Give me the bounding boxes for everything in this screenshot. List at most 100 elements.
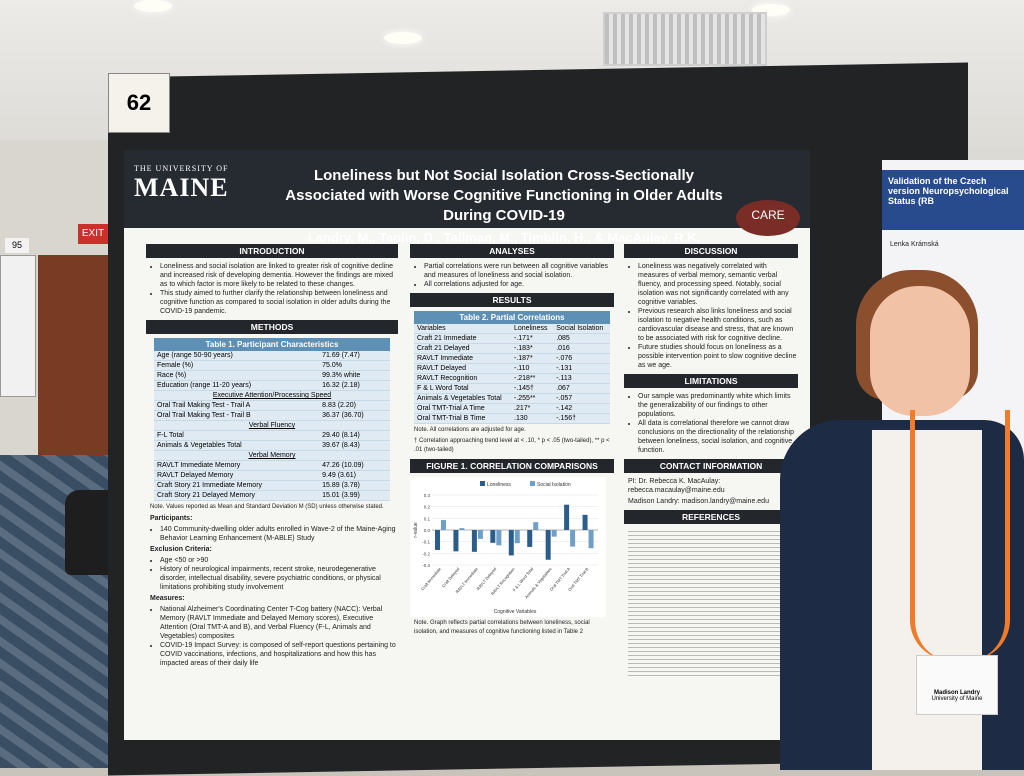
cell: 16.32 (2.18)	[319, 380, 390, 391]
cell: -.113	[553, 373, 610, 384]
y-tick-label: -0.3	[422, 563, 430, 568]
cell: 99.3% white	[319, 370, 390, 381]
table2-significance: † Correlation approaching trend level at…	[414, 438, 610, 453]
ceiling-light	[384, 32, 422, 44]
table-row: Verbal Memory	[154, 450, 390, 461]
presenter: Madison Landry University of Maine	[780, 270, 1024, 770]
table-row: Education (range 11-20 years) 16.32 (2.18…	[154, 380, 390, 391]
list-item: History of neurological impairments, rec…	[160, 565, 398, 592]
bar	[496, 530, 502, 546]
figure-note: Note. Graph reflects partial correlation…	[414, 620, 590, 635]
cell: RAVLT Delayed Memory	[154, 470, 320, 481]
table-row: Oral Trail Making Test - Trail B 36.37 (3…	[154, 410, 390, 421]
list-item: All correlations adjusted for age.	[424, 280, 614, 289]
table-row: Executive Attention/Processing Speed	[154, 390, 390, 401]
bar	[471, 530, 477, 552]
x-axis-label: Cognitive Variables	[494, 609, 537, 615]
table1: Table 1. Participant Characteristics Age…	[154, 338, 390, 501]
list-item: Loneliness was negatively correlated wit…	[638, 262, 798, 307]
table-row: Race (%) 99.3% white	[154, 370, 390, 381]
logo-top-text: THE UNIVERSITY OF	[134, 164, 229, 173]
cell: .067	[553, 383, 610, 394]
bar	[508, 530, 514, 556]
table2-grid: Variables Loneliness Social Isolation Cr…	[414, 324, 610, 424]
table2-note: Note. All correlations are adjusted for …	[414, 427, 526, 433]
measures-heading: Measures:	[150, 595, 185, 602]
list-item: 140 Community-dwelling older adults enro…	[160, 525, 398, 543]
cell: Verbal Fluency	[154, 420, 390, 431]
discussion-list: Loneliness was negatively correlated wit…	[638, 262, 798, 370]
cell: -.110	[511, 363, 554, 374]
table-row: RAVLT Immediate Memory 47.26 (10.09)	[154, 460, 390, 471]
right-column: DISCUSSION Loneliness was negatively cor…	[624, 240, 798, 680]
cell: RAVLT Immediate	[414, 353, 511, 364]
care-logo: CARE	[736, 200, 800, 236]
list-item: National Alzheimer's Coordinating Center…	[160, 605, 398, 641]
cell: -.183*	[511, 343, 554, 354]
cell: Animals & Vegetables Total	[414, 393, 511, 404]
contact-heading: CONTACT INFORMATION	[624, 459, 798, 473]
column-header: Variables	[414, 324, 511, 334]
y-tick-label: 0.1	[424, 516, 431, 521]
cell: -.187*	[511, 353, 554, 364]
cell: -.255**	[511, 393, 554, 404]
middle-column: ANALYSES Partial correlations were run b…	[410, 240, 614, 639]
university-logo: THE UNIVERSITY OF MAINE	[134, 164, 229, 203]
cell: 15.89 (3.78)	[319, 480, 390, 491]
results-heading: RESULTS	[410, 293, 614, 307]
table-row: F-L Total 29.40 (8.14)	[154, 430, 390, 441]
research-poster: THE UNIVERSITY OF MAINE Loneliness but N…	[124, 150, 810, 740]
list-item: COVID-19 Impact Survey: is composed of s…	[160, 641, 398, 668]
board-number: 62	[108, 73, 170, 133]
cell: Craft 21 Immediate	[414, 333, 511, 344]
exclusion-heading: Exclusion Criteria:	[150, 546, 212, 553]
table-row: Animals & Vegetables Total -.255** -.057	[414, 393, 610, 404]
table-row: RAVLT Delayed Memory 9.49 (3.61)	[154, 470, 390, 481]
y-tick-label: 0.2	[424, 505, 431, 510]
analyses-list: Partial correlations were run between al…	[424, 262, 614, 289]
table-row: Variables Loneliness Social Isolation	[414, 324, 610, 334]
cell: 47.26 (10.09)	[319, 460, 390, 471]
x-tick-label: Craft Immediate	[420, 566, 443, 592]
cell: Verbal Memory	[154, 450, 390, 461]
figure-heading: FIGURE 1. CORRELATION COMPARISONS	[410, 459, 614, 473]
cell: .016	[553, 343, 610, 354]
neighbor-poster-title: Validation of the Czech version Neuropsy…	[882, 170, 1024, 230]
cell: -.057	[553, 393, 610, 404]
cell: Executive Attention/Processing Speed	[154, 390, 390, 401]
cell: .085	[553, 333, 610, 344]
legend-swatch	[530, 481, 535, 486]
bar	[545, 530, 551, 560]
contact-student: Madison Landry: madison.landry@maine.edu	[628, 498, 769, 505]
bar	[435, 530, 440, 550]
cell: Oral Trail Making Test - Trail A	[154, 400, 320, 411]
bar	[477, 530, 483, 539]
cell: 15.01 (3.99)	[319, 490, 390, 501]
poster-header: THE UNIVERSITY OF MAINE Loneliness but N…	[124, 150, 810, 245]
bar	[588, 530, 594, 549]
face	[870, 286, 970, 416]
list-item: Our sample was predominantly white which…	[638, 392, 798, 419]
name-badge: Madison Landry University of Maine	[916, 655, 998, 715]
badge-name: Madison Landry	[933, 690, 980, 696]
cell: Craft Story 21 Immediate Memory	[154, 480, 320, 491]
table-row: Craft 21 Delayed -.183* .016	[414, 343, 610, 354]
cell: Education (range 11-20 years)	[154, 380, 320, 391]
table-row: Craft Story 21 Delayed Memory 15.01 (3.99…	[154, 490, 390, 501]
cell: 39.67 (8.43)	[319, 440, 390, 451]
cell: Oral TMT-Trial A Time	[414, 403, 511, 414]
cell: Age (range 50-90 years)	[154, 351, 320, 361]
cell: RAVLT Delayed	[414, 363, 511, 374]
analyses-heading: ANALYSES	[410, 244, 614, 258]
table-row: Craft 21 Immediate -.171* .085	[414, 333, 610, 344]
poster-title: Loneliness but Not Social Isolation Cros…	[274, 166, 734, 248]
exclusion-list: Age <50 or >90 History of neurological i…	[160, 556, 398, 592]
table-row: F & L Word Total -.145† .067	[414, 383, 610, 394]
wooden-door	[38, 255, 118, 455]
measures-list: National Alzheimer's Coordinating Center…	[160, 605, 398, 668]
table-row: Oral Trail Making Test - Trail A 8.83 (2.…	[154, 400, 390, 411]
table-row: Oral TMT-Trial A Time .217* -.142	[414, 403, 610, 414]
logo-main-text: MAINE	[134, 173, 229, 202]
cell: 9.49 (3.61)	[319, 470, 390, 481]
neighbor-poster-author: Lenka Krámská	[890, 241, 939, 248]
